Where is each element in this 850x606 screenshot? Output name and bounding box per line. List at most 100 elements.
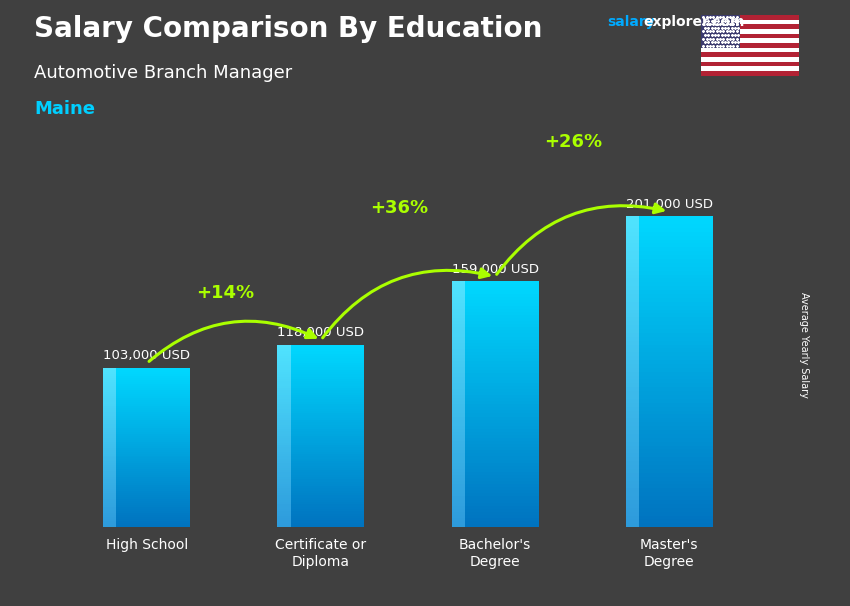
Bar xyxy=(104,370,116,372)
Bar xyxy=(451,515,539,518)
Bar xyxy=(451,327,465,330)
Bar xyxy=(626,484,712,488)
Bar xyxy=(626,496,638,500)
Bar xyxy=(277,473,365,474)
Bar xyxy=(626,481,638,484)
Bar xyxy=(104,476,116,478)
Bar xyxy=(104,450,190,451)
Bar xyxy=(104,425,116,428)
Bar xyxy=(104,370,190,372)
Bar xyxy=(626,434,638,438)
Bar xyxy=(277,354,365,356)
Bar xyxy=(701,24,799,29)
Bar xyxy=(626,220,712,224)
Bar xyxy=(104,410,190,411)
Bar xyxy=(104,464,190,465)
Bar xyxy=(104,493,116,495)
Bar xyxy=(277,511,291,513)
Bar xyxy=(277,502,291,504)
Bar xyxy=(104,394,116,396)
Bar xyxy=(451,478,539,481)
Bar xyxy=(626,333,712,337)
Bar xyxy=(451,312,539,315)
Bar xyxy=(451,481,465,484)
Bar xyxy=(701,48,799,53)
Bar xyxy=(104,391,190,394)
Bar xyxy=(277,425,365,427)
Bar xyxy=(451,352,465,355)
Bar xyxy=(626,418,638,422)
Bar xyxy=(277,381,365,384)
Bar xyxy=(104,470,190,471)
Bar xyxy=(104,479,116,481)
Bar xyxy=(277,470,365,473)
Bar xyxy=(451,404,539,407)
Bar xyxy=(104,411,190,414)
Bar xyxy=(277,504,365,507)
Bar xyxy=(451,413,539,416)
Bar xyxy=(104,386,190,388)
Bar xyxy=(277,461,365,464)
Bar xyxy=(104,390,190,391)
Bar xyxy=(277,351,365,354)
Bar xyxy=(451,315,465,318)
Bar xyxy=(451,333,539,336)
Bar xyxy=(451,441,539,444)
Bar xyxy=(277,418,365,420)
Bar xyxy=(451,450,539,453)
Bar xyxy=(104,414,116,416)
Bar xyxy=(277,488,365,491)
Bar xyxy=(277,381,291,384)
Bar xyxy=(451,287,539,290)
Bar xyxy=(451,392,539,395)
Bar xyxy=(451,333,465,336)
Bar xyxy=(104,501,116,504)
Bar xyxy=(701,43,799,48)
Bar xyxy=(626,430,638,434)
Bar xyxy=(451,349,465,352)
Bar xyxy=(104,405,116,408)
Bar xyxy=(451,364,465,367)
Bar xyxy=(626,282,638,286)
Bar xyxy=(451,496,465,499)
Bar xyxy=(277,459,365,461)
Text: explorer.com: explorer.com xyxy=(643,15,745,29)
Bar xyxy=(626,231,638,236)
Bar xyxy=(104,430,116,431)
Bar xyxy=(104,478,116,479)
Bar xyxy=(277,461,291,464)
Bar xyxy=(104,501,190,504)
Bar xyxy=(451,346,465,349)
Bar xyxy=(701,15,799,20)
Bar xyxy=(104,448,190,450)
Bar xyxy=(626,263,638,267)
Bar xyxy=(626,469,712,473)
Bar xyxy=(277,399,291,402)
Bar xyxy=(451,361,465,364)
Bar xyxy=(277,474,365,477)
Bar xyxy=(104,493,190,495)
Bar xyxy=(701,34,799,38)
Bar xyxy=(451,296,539,299)
Bar xyxy=(277,491,291,493)
Text: +26%: +26% xyxy=(544,133,603,151)
Bar xyxy=(451,429,539,432)
Bar xyxy=(104,408,190,410)
Bar xyxy=(626,282,712,286)
Bar xyxy=(451,315,539,318)
Bar xyxy=(104,523,116,525)
Bar xyxy=(104,498,190,499)
Bar xyxy=(451,472,465,475)
Bar xyxy=(104,400,116,402)
Bar xyxy=(277,375,291,376)
Bar xyxy=(626,321,638,325)
Bar xyxy=(626,500,712,504)
Bar xyxy=(277,474,291,477)
Bar xyxy=(104,394,190,396)
Bar xyxy=(451,321,539,324)
Bar xyxy=(104,450,116,451)
Bar xyxy=(451,459,465,462)
Bar xyxy=(104,458,190,459)
Bar xyxy=(451,379,539,383)
Bar xyxy=(277,349,365,351)
